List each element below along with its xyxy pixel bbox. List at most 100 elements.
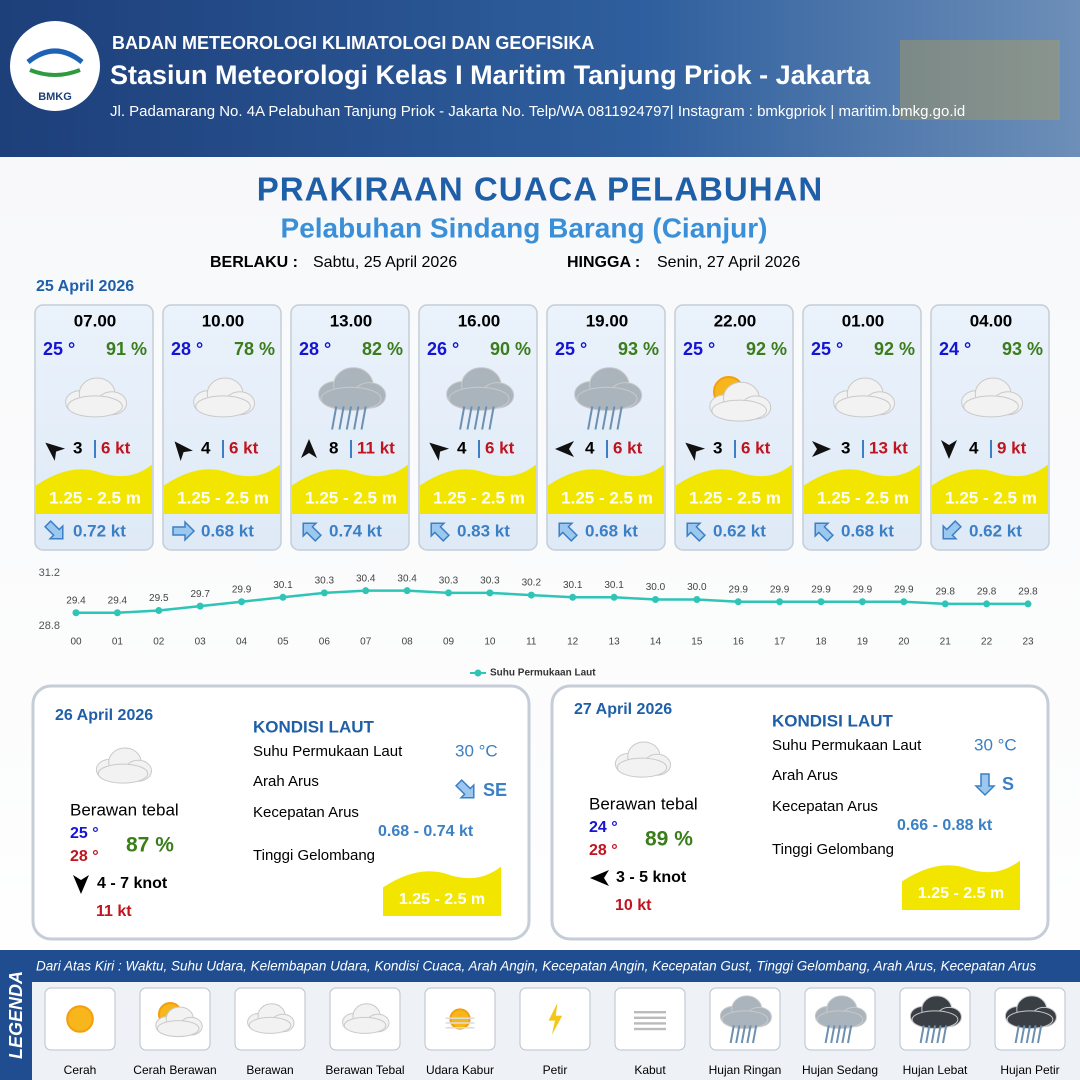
x-tick-label: 11: [526, 637, 537, 648]
legend-item-label: Berawan: [246, 1063, 293, 1077]
wave-height: 1.25 - 2.5 m: [177, 488, 269, 507]
wave-band: [932, 464, 1048, 514]
sst-point: [527, 591, 535, 599]
sst: 30 °C: [455, 741, 498, 760]
rain-drop: [735, 1025, 741, 1044]
separator: [862, 440, 864, 458]
value-label: 30.0: [687, 582, 707, 593]
logo-wave: [29, 68, 81, 77]
gust: 6 kt: [741, 438, 771, 457]
sst-point: [196, 602, 204, 610]
hour-card: 13.00 28 ° 82 % 8 11 kt 1.25 - 2.5 m 0.74 kt: [290, 304, 410, 551]
value-label: 29.8: [977, 587, 997, 598]
temperature: 26 °: [427, 339, 459, 359]
sst-point: [776, 598, 784, 606]
haze-line: [445, 1027, 475, 1029]
rain-drop: [481, 406, 488, 430]
rain-drop: [1037, 1025, 1043, 1044]
legend-item: Petir: [519, 987, 591, 1077]
sst-point: [1024, 600, 1032, 608]
logo-arc: [26, 48, 84, 64]
x-tick-label: 15: [691, 637, 703, 648]
direction-arrow: [941, 440, 957, 459]
value-label: 29.7: [190, 589, 210, 600]
humidity: 93 %: [618, 339, 659, 359]
rain-drop: [331, 406, 338, 430]
rain-drop: [345, 406, 352, 430]
temp-max: 28 °: [589, 842, 618, 859]
legend-band: [0, 950, 1080, 982]
sea-label: Suhu Permukaan Laut: [253, 743, 403, 760]
current-arrow: [942, 520, 962, 540]
condition: Berawan tebal: [589, 794, 698, 813]
header-band: [0, 0, 1080, 157]
x-tick-label: 09: [443, 637, 455, 648]
separator: [350, 440, 352, 458]
value-label: 30.4: [356, 573, 376, 584]
rain-drop: [830, 1025, 836, 1044]
sst-point: [113, 609, 121, 617]
humidity: 91 %: [106, 339, 147, 359]
gust: 6 kt: [101, 438, 131, 457]
sst-point: [72, 609, 80, 617]
rain-drop: [740, 1025, 746, 1044]
sst-point: [858, 598, 866, 606]
rain-drop: [824, 1025, 830, 1044]
hour-card: 04.00 24 ° 93 % 4 9 kt 1.25 - 2.5 m 0.62 kt: [930, 304, 1050, 551]
current-arrow: [302, 522, 322, 542]
wave-band: [420, 464, 536, 514]
sst-point: [900, 598, 908, 606]
current-speed: 0.72 kt: [73, 521, 126, 540]
rain-drop: [919, 1025, 925, 1044]
cloud-part: [156, 1020, 200, 1038]
x-tick-label: 03: [195, 637, 207, 648]
rain-drop: [601, 406, 608, 430]
gust: 6 kt: [613, 438, 643, 457]
cloud-part: [97, 763, 149, 784]
wave-band: [383, 866, 501, 916]
humidity: 89 %: [645, 828, 693, 851]
wave-band: [804, 464, 920, 514]
time: 19.00: [586, 311, 629, 330]
rain-drop: [729, 1025, 735, 1044]
rain-drop: [609, 406, 616, 430]
value-label: 29.9: [894, 584, 914, 595]
x-tick-label: 21: [940, 637, 952, 648]
x-tick-label: 01: [112, 637, 124, 648]
sea-label: Kecepatan Arus: [772, 798, 878, 815]
gust: 6 kt: [485, 438, 515, 457]
current-arrow: [172, 520, 196, 542]
legend-heading: LEGENDA: [6, 971, 26, 1059]
value-label: 29.8: [935, 587, 955, 598]
current-dir: SE: [483, 780, 507, 800]
legend-item-label: Hujan Ringan: [709, 1063, 782, 1077]
legend-item-label: Kabut: [634, 1063, 666, 1077]
gust: 11 kt: [357, 438, 395, 457]
rain-drop: [1020, 1025, 1026, 1044]
sst-point: [734, 598, 742, 606]
direction-arrow: [429, 442, 450, 461]
legend-item-label: Cerah Berawan: [133, 1063, 216, 1077]
rain-drop: [942, 1025, 948, 1044]
time: 04.00: [970, 311, 1013, 330]
temperature: 28 °: [299, 339, 331, 359]
fog-line: [634, 1022, 666, 1025]
x-tick-label: 10: [484, 637, 496, 648]
direction-arrow: [555, 441, 574, 457]
x-tick-label: 20: [898, 637, 910, 648]
sst: 30 °C: [974, 735, 1017, 754]
separator: [990, 440, 992, 458]
wave-height: 1.25 - 2.5 m: [918, 885, 1004, 902]
time: 13.00: [330, 311, 373, 330]
value-label: 30.1: [273, 580, 293, 591]
value-label: 30.3: [439, 576, 459, 587]
sst-point: [941, 600, 949, 608]
humidity: 87 %: [126, 834, 174, 857]
sea-heading: KONDISI LAUT: [253, 717, 375, 736]
rain-drop: [360, 406, 367, 430]
cloud-part: [711, 399, 768, 422]
rain-drop: [1014, 1025, 1020, 1044]
wave-height: 1.25 - 2.5 m: [305, 488, 397, 507]
legend-item-label: Udara Kabur: [426, 1063, 494, 1077]
